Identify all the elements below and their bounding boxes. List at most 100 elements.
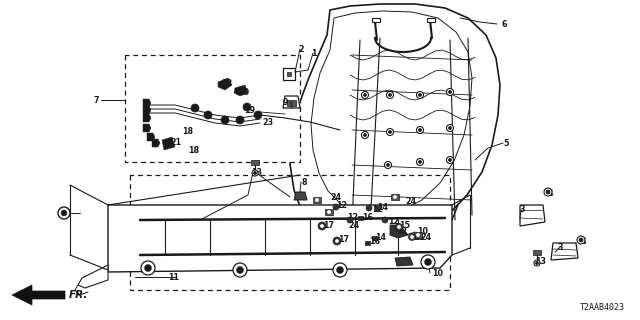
Circle shape (417, 234, 419, 236)
Circle shape (61, 210, 67, 216)
Circle shape (191, 104, 199, 112)
Polygon shape (365, 241, 369, 245)
Text: 24: 24 (405, 197, 416, 206)
Text: 22: 22 (221, 78, 232, 87)
Polygon shape (520, 205, 545, 226)
Polygon shape (78, 265, 108, 288)
Polygon shape (287, 100, 296, 106)
Circle shape (419, 161, 422, 164)
Text: 16: 16 (362, 213, 373, 222)
Polygon shape (147, 133, 155, 141)
Circle shape (204, 111, 212, 119)
Text: 20: 20 (238, 87, 249, 97)
Polygon shape (143, 106, 151, 114)
Circle shape (328, 211, 330, 213)
Polygon shape (533, 250, 541, 255)
Circle shape (396, 223, 403, 230)
Polygon shape (313, 197, 321, 203)
Polygon shape (395, 257, 413, 266)
Text: 12: 12 (388, 218, 399, 227)
Polygon shape (551, 243, 578, 260)
Circle shape (417, 158, 424, 165)
Text: 13: 13 (251, 167, 262, 177)
Circle shape (447, 156, 454, 164)
Text: 18: 18 (182, 126, 193, 135)
Circle shape (333, 237, 341, 245)
Polygon shape (162, 137, 175, 150)
Text: 21: 21 (170, 138, 181, 147)
Polygon shape (374, 206, 378, 210)
Circle shape (316, 198, 319, 202)
Text: 11: 11 (168, 273, 179, 282)
Circle shape (579, 238, 583, 242)
Polygon shape (287, 72, 291, 76)
Text: 3: 3 (519, 205, 525, 214)
Polygon shape (125, 55, 300, 162)
Polygon shape (218, 78, 232, 90)
Text: 19: 19 (244, 106, 255, 115)
Text: 2: 2 (298, 44, 303, 53)
Circle shape (141, 261, 155, 275)
Circle shape (243, 103, 251, 111)
Circle shape (364, 93, 367, 97)
Text: 18: 18 (188, 146, 199, 155)
Circle shape (385, 162, 392, 169)
Circle shape (424, 259, 431, 266)
Polygon shape (427, 18, 435, 22)
Polygon shape (143, 114, 151, 122)
Circle shape (449, 158, 451, 162)
Text: 4: 4 (581, 237, 586, 246)
Text: 12: 12 (396, 228, 407, 236)
Circle shape (233, 263, 247, 277)
Circle shape (449, 126, 451, 130)
Circle shape (546, 190, 550, 194)
Circle shape (447, 89, 454, 95)
Circle shape (145, 265, 152, 271)
Polygon shape (290, 4, 500, 250)
Circle shape (447, 124, 454, 132)
Polygon shape (152, 139, 160, 147)
Circle shape (321, 225, 323, 228)
Text: 15: 15 (413, 233, 424, 242)
Text: 16: 16 (369, 237, 380, 246)
Text: 15: 15 (399, 221, 410, 230)
Circle shape (417, 92, 424, 99)
Circle shape (397, 226, 401, 228)
Text: 24: 24 (330, 194, 341, 203)
Polygon shape (294, 192, 307, 200)
Circle shape (408, 234, 415, 241)
Circle shape (410, 236, 413, 238)
Text: 10: 10 (432, 268, 443, 277)
Text: 23: 23 (262, 117, 273, 126)
Text: 7: 7 (93, 95, 99, 105)
Text: 8: 8 (301, 178, 307, 187)
Circle shape (318, 222, 326, 230)
Polygon shape (143, 124, 151, 132)
Circle shape (388, 93, 392, 97)
Circle shape (417, 126, 424, 133)
Circle shape (387, 92, 394, 99)
Circle shape (394, 196, 397, 198)
Circle shape (253, 172, 257, 174)
Circle shape (58, 207, 70, 219)
Circle shape (333, 263, 347, 277)
Circle shape (396, 226, 402, 232)
Text: 9: 9 (283, 98, 289, 107)
Circle shape (333, 204, 339, 210)
Circle shape (252, 170, 258, 176)
Text: 14: 14 (377, 203, 388, 212)
Text: 5: 5 (503, 139, 509, 148)
Text: 13: 13 (60, 209, 71, 218)
Circle shape (362, 92, 369, 99)
Polygon shape (391, 194, 399, 200)
Text: 14: 14 (375, 234, 386, 243)
Text: 12: 12 (347, 213, 358, 222)
Circle shape (254, 111, 262, 119)
Text: 6: 6 (501, 20, 506, 28)
Polygon shape (143, 99, 151, 107)
Circle shape (387, 129, 394, 135)
Text: 17: 17 (338, 236, 349, 244)
Text: 4: 4 (548, 188, 554, 197)
Polygon shape (251, 160, 259, 165)
Circle shape (366, 205, 372, 211)
